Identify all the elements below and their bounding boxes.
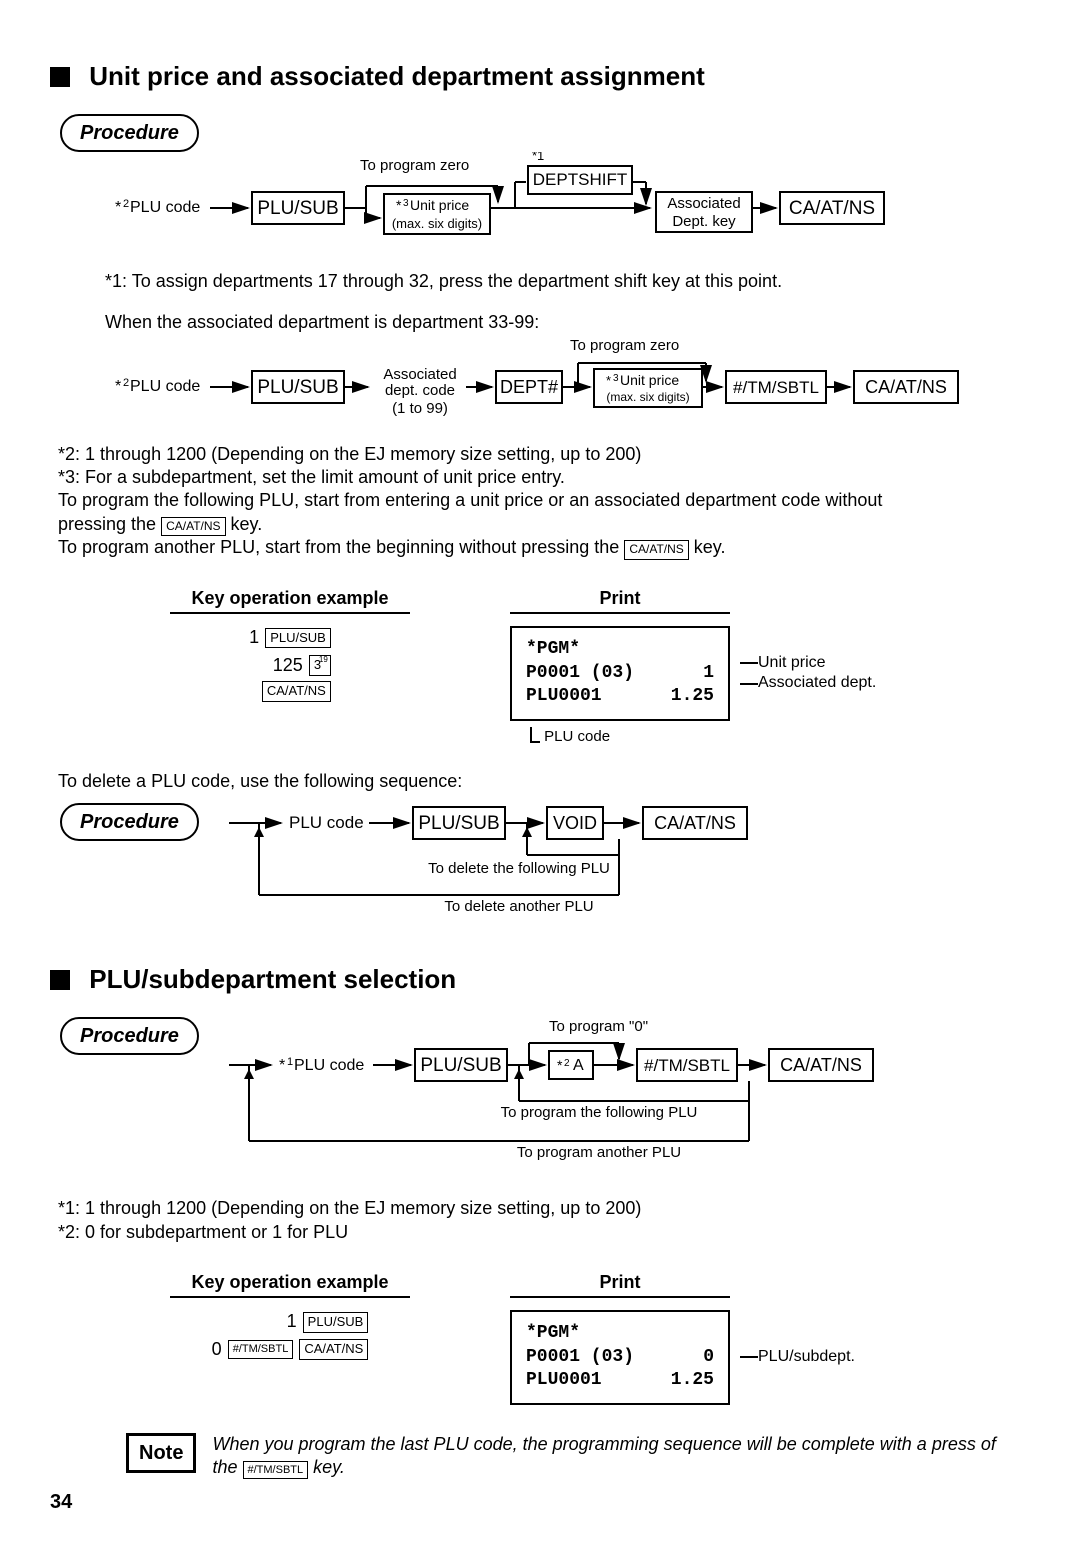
svg-text:dept. code: dept. code: [385, 382, 455, 399]
page-number: 34: [50, 1489, 1030, 1515]
svg-text:A: A: [573, 1057, 584, 1074]
svg-text:PLU/SUB: PLU/SUB: [420, 1055, 501, 1076]
svg-text:*: *: [279, 1057, 285, 1074]
svg-text:DEPTSHIFT: DEPTSHIFT: [533, 170, 627, 189]
sec2-star2: *2: 0 for subdepartment or 1 for PLU: [58, 1221, 1030, 1244]
flow4-diagram: To program "0" *1 PLU code PLU/SUB *2 A …: [219, 1017, 979, 1177]
flow2-diagram: To program zero *2 PLU code PLU/SUB Asso…: [50, 335, 1030, 435]
svg-text:#/TM/SBTL: #/TM/SBTL: [733, 378, 819, 397]
tmsbtl-small-key: #/TM/SBTL: [243, 1461, 309, 1479]
procedure-badge: Procedure: [60, 114, 199, 152]
ex-header-print-2: Print: [510, 1269, 730, 1298]
svg-text:Associated: Associated: [383, 366, 456, 383]
svg-text:2: 2: [123, 198, 129, 210]
svg-text:To program another PLU: To program another PLU: [517, 1144, 681, 1161]
flow3-diagram: PLU code PLU/SUB VOID CA/AT/NS To delete…: [219, 803, 869, 923]
svg-text:Dept. key: Dept. key: [672, 213, 736, 230]
svg-text:*: *: [606, 373, 611, 388]
svg-text:(max. six digits): (max. six digits): [392, 216, 482, 231]
svg-text:*: *: [115, 199, 121, 216]
caatns-small-key-2: CA/AT/NS: [624, 540, 688, 560]
note-badge: Note: [126, 1433, 196, 1473]
svg-text:PLU/SUB: PLU/SUB: [257, 377, 338, 398]
print-box-1: *PGM* P0001 (03) 1 PLU0001 1.25: [510, 626, 730, 720]
key-op2-line-1: 1 PLU/SUB: [287, 1310, 369, 1333]
svg-text:CA/AT/NS: CA/AT/NS: [865, 377, 947, 397]
svg-text:2: 2: [564, 1058, 570, 1069]
svg-text:To program "0": To program "0": [549, 1018, 648, 1035]
star3: *3: For a subdepartment, set the limit a…: [58, 466, 1030, 489]
ex-header-key-2: Key operation example: [170, 1269, 410, 1298]
section2-title-text: PLU/subdepartment selection: [89, 964, 456, 994]
svg-text:To program zero: To program zero: [570, 337, 679, 354]
note-star1: *1: To assign departments 17 through 32,…: [105, 270, 1030, 293]
svg-text:*: *: [557, 1057, 563, 1073]
svg-text:(max. six digits): (max. six digits): [606, 390, 689, 404]
svg-text:To delete another PLU: To delete another PLU: [444, 898, 593, 915]
sec2-star1: *1: 1 through 1200 (Depending on the EJ …: [58, 1197, 1030, 1220]
svg-text:Unit price: Unit price: [410, 197, 469, 213]
svg-text:PLU code: PLU code: [289, 813, 364, 832]
svg-text:2: 2: [123, 377, 129, 389]
print-below: PLU code: [544, 728, 610, 745]
star2: *2: 1 through 1200 (Depending on the EJ …: [58, 443, 1030, 466]
svg-text:To delete the following PLU: To delete the following PLU: [428, 860, 610, 877]
svg-text:*1: *1: [532, 152, 544, 163]
svg-text:To program zero: To program zero: [360, 157, 469, 174]
svg-text:PLU code: PLU code: [130, 199, 200, 216]
svg-text:1: 1: [287, 1056, 293, 1068]
svg-text:3: 3: [403, 198, 409, 209]
key-op-line-1: 1 PLU/SUB: [249, 626, 331, 649]
procedure-badge-2: Procedure: [60, 803, 199, 841]
svg-text:CA/AT/NS: CA/AT/NS: [789, 198, 875, 219]
print-side-2: Associated dept.: [758, 673, 876, 694]
key-op-line-2: 125 3 19: [273, 654, 331, 677]
example-row-2: Key operation example 1 PLU/SUB 0 #/TM/S…: [150, 1269, 1030, 1405]
svg-text:CA/AT/NS: CA/AT/NS: [780, 1055, 862, 1075]
example-row-1: Key operation example 1 PLU/SUB 125 3 19…: [150, 585, 1030, 746]
note-block: Note When you program the last PLU code,…: [50, 1433, 1030, 1480]
delete-intro: To delete a PLU code, use the following …: [58, 770, 1030, 793]
procedure-badge-3: Procedure: [60, 1017, 199, 1055]
svg-text:3: 3: [613, 373, 619, 384]
section1-title-text: Unit price and associated department ass…: [89, 61, 705, 91]
print-box-2: *PGM* P0001 (03) 0 PLU0001 1.25: [510, 1310, 730, 1404]
svg-text:Associated: Associated: [667, 195, 740, 212]
para1: To program the following PLU, start from…: [58, 489, 1030, 536]
flow1-diagram: * 2 PLU code PLU/SUB To program zero *3 …: [50, 152, 1010, 262]
key-op-line-3: CA/AT/NS: [262, 681, 331, 702]
svg-text:DEPT#: DEPT#: [500, 377, 558, 397]
para2: To program another PLU, start from the b…: [58, 536, 1030, 560]
note-when: When the associated department is depart…: [105, 311, 1030, 334]
bullet-icon: [50, 67, 70, 87]
svg-text:(1 to 99): (1 to 99): [392, 400, 448, 417]
ex-header-key: Key operation example: [170, 585, 410, 614]
svg-text:PLU code: PLU code: [130, 378, 200, 395]
svg-text:PLU/SUB: PLU/SUB: [418, 813, 499, 834]
caatns-small-key: CA/AT/NS: [161, 517, 225, 537]
svg-text:VOID: VOID: [553, 813, 597, 833]
svg-text:*: *: [396, 197, 402, 213]
print-side-3: PLU/subdept.: [758, 1347, 855, 1368]
section2-title: PLU/subdepartment selection: [50, 963, 1030, 997]
svg-text:PLU code: PLU code: [294, 1057, 364, 1074]
print-side-1: Unit price: [758, 653, 826, 674]
svg-text:PLU/SUB: PLU/SUB: [257, 198, 338, 219]
key-op2-line-2: 0 #/TM/SBTL CA/AT/NS: [212, 1338, 369, 1361]
svg-text:#/TM/SBTL: #/TM/SBTL: [644, 1056, 730, 1075]
note-text: When you program the last PLU code, the …: [212, 1433, 995, 1480]
svg-text:*: *: [115, 378, 121, 395]
svg-text:Unit price: Unit price: [620, 372, 679, 388]
svg-text:To program the following PLU: To program the following PLU: [501, 1104, 698, 1121]
bullet-icon-2: [50, 970, 70, 990]
section1-title: Unit price and associated department ass…: [50, 60, 1030, 94]
ex-header-print: Print: [510, 585, 730, 614]
svg-text:CA/AT/NS: CA/AT/NS: [654, 813, 736, 833]
